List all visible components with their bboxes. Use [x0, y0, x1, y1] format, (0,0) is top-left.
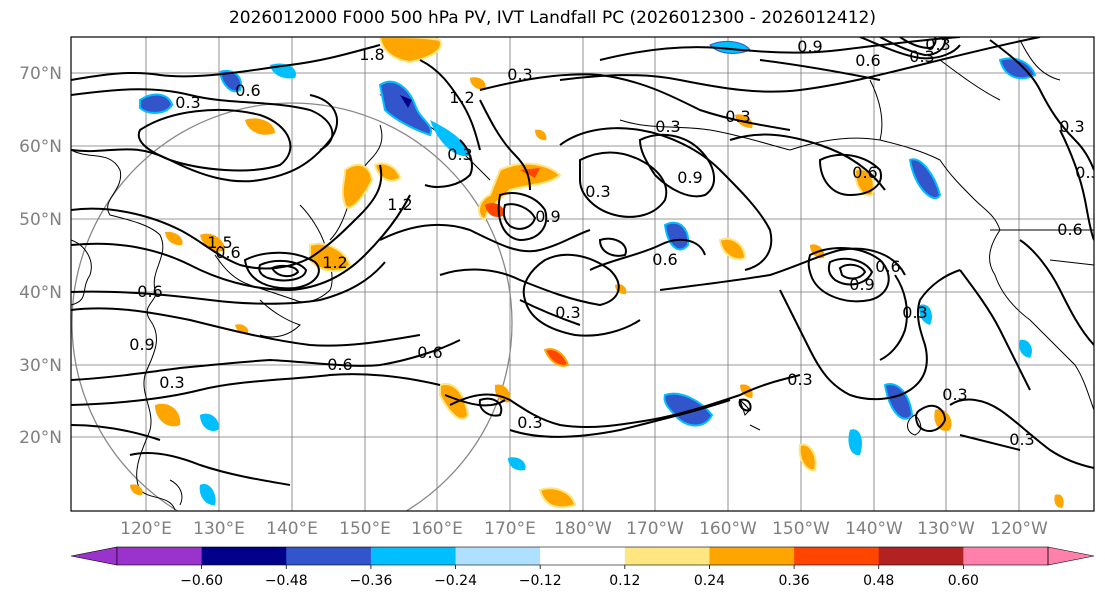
colorbar-segment	[709, 547, 795, 565]
lon-label: 130°E	[193, 519, 245, 539]
contour-label: 0.9	[535, 207, 560, 226]
colorbar-segment	[624, 547, 710, 565]
contour-label: 1.2	[387, 195, 412, 214]
contour-label: 0.6	[137, 282, 162, 301]
contour-label: 0.3	[787, 370, 812, 389]
lon-label: 150°W	[772, 519, 830, 539]
contour-label: 0.3	[585, 182, 610, 201]
region-circle	[71, 102, 513, 511]
contour-label: 1.2	[449, 88, 474, 107]
contour-label: 0.3	[159, 373, 184, 392]
colorbar-tick-label: 0.12	[609, 573, 640, 589]
contour-label: 0.3	[902, 303, 927, 322]
contour-label: 0.3	[555, 303, 580, 322]
colorbar-tick-label: −0.24	[434, 573, 477, 589]
contour-label: 1.5	[207, 233, 232, 252]
lon-label: 180°W	[554, 519, 612, 539]
contour-label: 0.3	[517, 413, 542, 432]
colorbar-segment	[963, 547, 1049, 565]
contour-label: 0.9	[797, 37, 822, 56]
contour-label: 0.3	[1009, 430, 1034, 449]
lat-label: 20°N	[19, 428, 62, 448]
contour-label: 0.3	[655, 117, 680, 136]
contour-label: 1.8	[359, 45, 384, 64]
lat-label: 60°N	[19, 137, 62, 157]
lon-label: 170°W	[626, 519, 684, 539]
lon-label: 130°W	[917, 519, 975, 539]
lon-labels: 120°E 130°E 140°E 150°E 160°E 170°E 180°W 170°W…	[120, 519, 1048, 539]
contour-label: 0.3	[1059, 117, 1084, 136]
contour-label: 1.2	[322, 253, 347, 272]
colorbar-segment	[794, 547, 880, 565]
lon-label: 140°W	[845, 519, 903, 539]
contour-labels: 1.8 0.90.60.30.30.31.20.60.90.30.30.60.91…	[129, 35, 1100, 449]
contour-label: 0.6	[235, 81, 260, 100]
lon-label: 120°W	[990, 519, 1048, 539]
colorbar-tick-label: 0.24	[694, 573, 725, 589]
contour-label: 0.6	[417, 343, 442, 362]
contour-label: 0.9	[129, 335, 154, 354]
colorbar-tick-label: −0.60	[180, 573, 223, 589]
colorbar-tick-label: 0.36	[779, 573, 810, 589]
colorbar-segment	[370, 547, 457, 565]
contour-label: 0.3	[925, 35, 950, 54]
contour-label: 0.3	[942, 385, 967, 404]
colorbar-segment	[201, 547, 287, 565]
contour-label: 0.6	[652, 250, 677, 269]
contour-label: 0.6	[852, 163, 877, 182]
lon-label: 120°E	[120, 519, 172, 539]
graticule	[71, 37, 1094, 511]
lat-label: 30°N	[19, 356, 62, 376]
contour-label: 0.6	[875, 257, 900, 276]
lon-label: 140°E	[266, 519, 318, 539]
colorbar-segment	[540, 547, 626, 565]
lon-label: 150°E	[339, 519, 391, 539]
contour-label: 0.9	[677, 168, 702, 187]
contour-label: 0.3	[909, 47, 934, 66]
contour-label: 0.3	[725, 107, 750, 126]
pv-contours	[71, 37, 1094, 486]
colorbar-tick-label: 0.48	[863, 573, 894, 589]
contour-label: 0.3	[1075, 163, 1100, 182]
lon-label: 160°E	[411, 519, 463, 539]
colorbar-tick-label: −0.36	[349, 573, 392, 589]
lon-label: 170°E	[484, 519, 536, 539]
map-title: 2026012000 F000 500 hPa PV, IVT Landfall…	[228, 8, 876, 28]
contour-label: 0.3	[175, 93, 200, 112]
colorbar-tick-label: 0.60	[948, 573, 979, 589]
colorbar-segment	[286, 547, 372, 565]
contour-label: 0.9	[849, 275, 874, 294]
contour-label: 0.6	[327, 355, 352, 374]
colorbar-segment	[455, 547, 541, 565]
colorbar: −0.60 −0.48 −0.36 −0.24 −0.12 0.12 0.24 0.36 0.4…	[70, 546, 1095, 589]
contour-label: 0.3	[507, 65, 532, 84]
colorbar-tick-label: −0.12	[519, 573, 562, 589]
colorbar-extend-max	[1047, 546, 1095, 566]
contour-label: 0.6	[855, 51, 880, 70]
contour-label: 0.3	[447, 145, 472, 164]
lat-label: 40°N	[19, 283, 62, 303]
colorbar-segment	[117, 547, 203, 565]
colorbar-segment	[878, 547, 964, 565]
contour-label: 0.6	[215, 243, 240, 262]
lat-label: 50°N	[19, 210, 62, 230]
map-panel: 1.8 0.90.60.30.30.31.20.60.90.30.30.60.91…	[70, 35, 1100, 512]
lat-label: 70°N	[19, 64, 62, 84]
lat-labels: 70°N 60°N 50°N 40°N 30°N 20°N	[19, 64, 62, 448]
colorbar-tick-label: −0.48	[265, 573, 308, 589]
lon-label: 160°W	[699, 519, 757, 539]
colorbar-extend-min	[70, 546, 118, 566]
contour-label: 0.6	[1057, 220, 1082, 239]
